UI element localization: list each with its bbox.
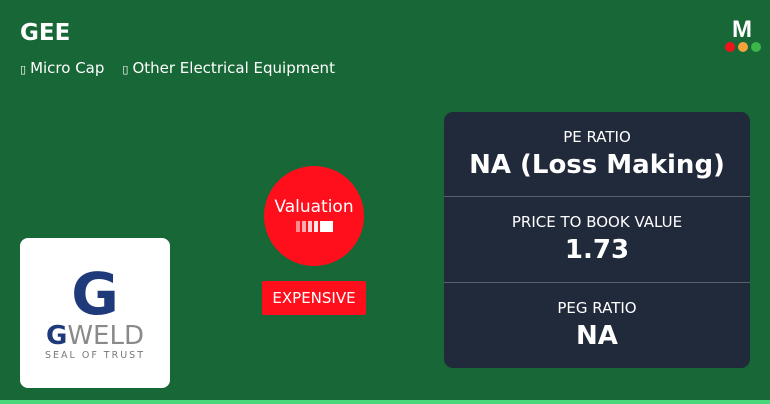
red-dot-icon: [725, 42, 735, 52]
level-bar: [319, 220, 333, 232]
metrics-panel: PE RATIO NA (Loss Making) PRICE TO BOOK V…: [444, 112, 750, 368]
metric-price-to-book: PRICE TO BOOK VALUE 1.73: [444, 197, 750, 283]
level-bar: [301, 220, 306, 232]
tag-icon: ▯: [122, 63, 129, 76]
tag-market-cap[interactable]: ▯ Micro Cap: [20, 59, 105, 77]
brand-logo: M: [724, 18, 762, 54]
stock-ticker: GEE: [20, 20, 71, 46]
valuation-level-bars: [295, 220, 333, 232]
level-bar: [307, 220, 312, 232]
bottom-accent-bar: [0, 400, 770, 404]
tag-industry[interactable]: ▯ Other Electrical Equipment: [122, 59, 335, 77]
tag-icon: ▯: [20, 63, 27, 76]
green-dot-icon: [751, 42, 761, 52]
company-logo: G GWELD SEAL OF TRUST: [20, 238, 170, 388]
level-bar: [313, 220, 318, 232]
valuation-meter: Valuation: [264, 166, 364, 266]
stock-tags: ▯ Micro Cap ▯ Other Electrical Equipment: [20, 59, 335, 77]
metric-pe-ratio: PE RATIO NA (Loss Making): [444, 112, 750, 198]
valuation-verdict-badge: EXPENSIVE: [262, 281, 366, 315]
orange-dot-icon: [738, 42, 748, 52]
valuation-label: Valuation: [274, 196, 354, 217]
metric-peg-ratio: PEG RATIO NA: [557, 299, 637, 352]
level-bar: [295, 220, 300, 232]
